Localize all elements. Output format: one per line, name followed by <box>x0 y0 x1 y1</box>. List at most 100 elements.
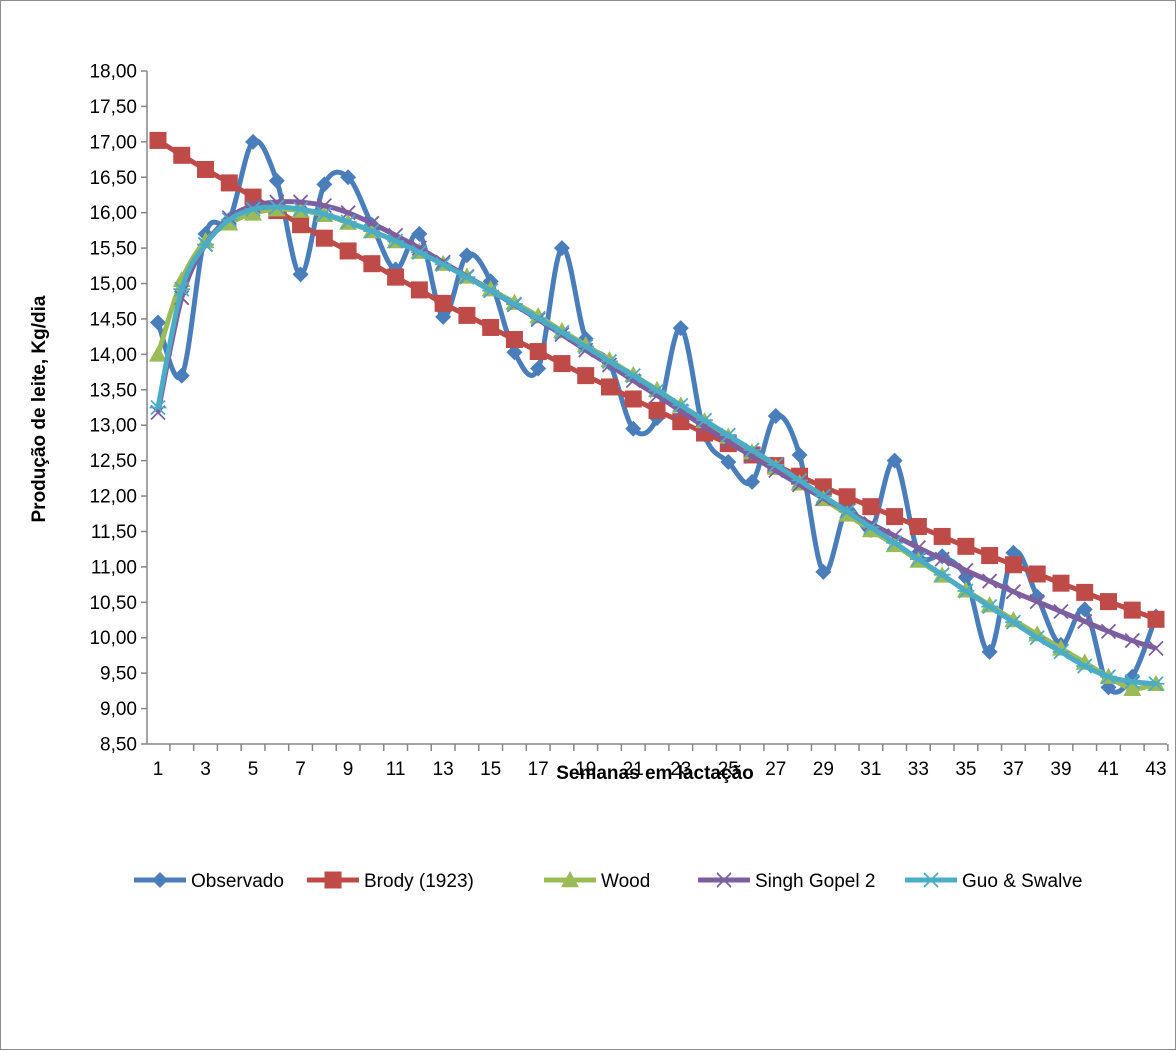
y-tick-label: 17,00 <box>89 132 137 153</box>
data-point <box>482 318 500 336</box>
data-point <box>173 146 191 164</box>
data-point <box>529 343 547 361</box>
data-point <box>1076 601 1093 618</box>
data-point <box>173 367 190 384</box>
data-point <box>1053 603 1069 620</box>
x-tick-label: 37 <box>1003 759 1024 780</box>
data-point <box>434 294 452 312</box>
data-point <box>1052 644 1070 660</box>
y-tick-label: 13,00 <box>89 416 137 437</box>
x-tick-label: 41 <box>1098 759 1119 780</box>
y-tick-labels: 8,50 9,00 9,50 10,00 10,50 11,00 11,50 12,00 12,… <box>89 62 137 756</box>
data-point <box>244 204 263 221</box>
data-point <box>553 240 570 257</box>
legend-marker <box>561 871 579 888</box>
data-point <box>1029 593 1045 610</box>
data-point <box>1148 640 1164 656</box>
data-point <box>292 201 309 217</box>
data-point <box>268 172 285 189</box>
data-point <box>886 535 904 551</box>
y-tick-label: 12,50 <box>89 451 137 472</box>
y-tick-label: 10,50 <box>89 593 137 614</box>
data-point <box>934 551 950 567</box>
data-point <box>458 269 476 285</box>
y-tick-label: 16,50 <box>89 168 137 189</box>
data-point <box>339 242 357 260</box>
data-point <box>506 296 523 312</box>
data-point <box>458 306 476 324</box>
x-tick-label: 31 <box>860 759 881 780</box>
data-point <box>1099 593 1117 611</box>
data-point <box>316 176 333 193</box>
legend: Observado Brody (1923) Wood Singh Gopel 2 Gu… <box>134 871 1082 892</box>
data-point <box>553 355 571 373</box>
data-point <box>957 537 975 555</box>
data-point <box>150 314 166 331</box>
data-point <box>625 420 642 437</box>
legend-marker <box>716 872 732 888</box>
data-point <box>958 562 974 579</box>
legend-marker <box>324 871 342 889</box>
x-tick-label: 17 <box>528 759 549 780</box>
data-point <box>244 201 262 217</box>
data-point <box>791 446 808 463</box>
legend-item-wood: Wood <box>544 871 650 892</box>
y-axis-title: Produção de leite, Kg/dia <box>29 295 50 522</box>
x-tick-label: 5 <box>248 759 259 780</box>
data-point <box>292 266 309 283</box>
data-point <box>530 360 547 377</box>
y-tick-label: 11,00 <box>91 557 137 578</box>
data-point <box>696 412 713 428</box>
data-point <box>1100 669 1117 685</box>
y-tick-label: 14,00 <box>89 345 137 366</box>
x-tick-labels: 1 3 5 7 9 11 13 15 17 19 21 23 25 27 29 31 33 35 37 39 41 43 <box>153 759 1167 780</box>
data-point <box>672 320 689 337</box>
data-point <box>862 519 880 535</box>
x-tick-label: 43 <box>1145 759 1166 780</box>
data-point <box>933 567 951 583</box>
data-point <box>624 390 642 408</box>
legend-label: Guo & Swalve <box>962 871 1082 892</box>
x-tick-label: 29 <box>813 759 834 780</box>
data-point <box>1124 632 1140 649</box>
data-point <box>648 401 666 419</box>
data-point <box>339 214 357 230</box>
data-point <box>767 408 784 425</box>
legend-item-singh-gopel-2: Singh Gopel 2 <box>698 871 875 892</box>
data-point <box>363 255 381 273</box>
data-point <box>886 452 903 469</box>
data-point <box>434 256 452 273</box>
data-point <box>601 353 618 370</box>
data-point <box>957 583 975 599</box>
x-tick-label: 21 <box>623 759 644 780</box>
data-point <box>1004 556 1022 574</box>
data-point <box>981 643 998 660</box>
data-point <box>886 508 904 526</box>
x-tick-label: 15 <box>480 759 501 780</box>
x-tick-label: 7 <box>295 759 306 780</box>
data-point <box>862 498 880 516</box>
x-tick-label: 27 <box>765 759 786 780</box>
y-tick-label: 15,00 <box>89 274 137 295</box>
series-guo-swalve <box>149 199 1165 692</box>
data-point <box>458 247 475 264</box>
data-point <box>909 518 927 536</box>
data-point <box>1123 601 1141 619</box>
data-point <box>482 282 500 299</box>
y-tick-label: 8,50 <box>100 735 137 756</box>
data-point <box>744 473 761 490</box>
data-point <box>220 212 238 228</box>
legend-marker <box>922 872 940 888</box>
data-point <box>909 551 927 567</box>
y-tick-label: 14,50 <box>89 309 137 330</box>
data-point <box>1147 676 1165 692</box>
data-point <box>506 344 523 361</box>
x-tick-label: 13 <box>433 759 454 780</box>
data-point <box>1076 583 1094 601</box>
data-point <box>1005 584 1022 600</box>
x-tick-label: 39 <box>1050 759 1071 780</box>
data-point <box>340 169 357 186</box>
data-point <box>600 378 618 396</box>
